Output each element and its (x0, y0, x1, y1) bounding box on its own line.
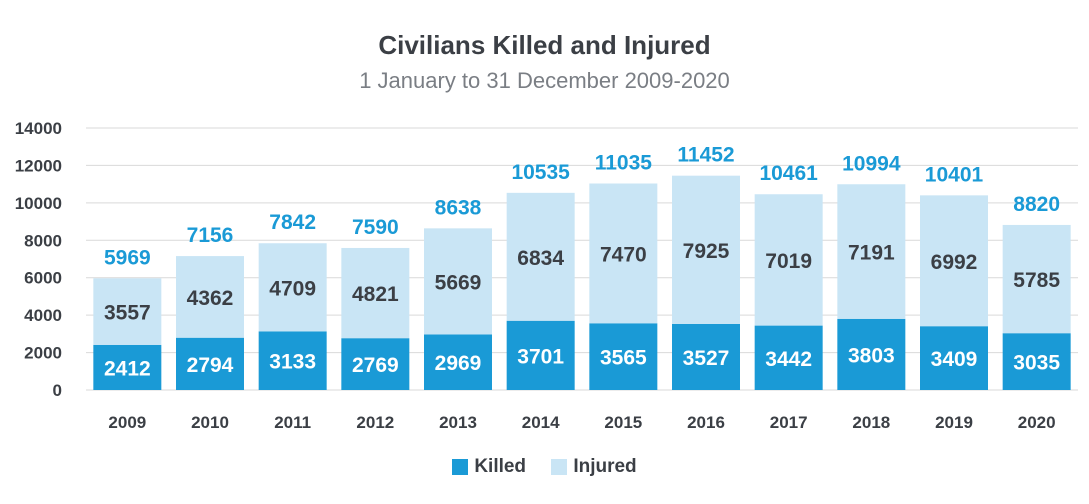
x-tick-label: 2013 (439, 413, 477, 432)
data-label-injured: 4821 (352, 283, 399, 306)
data-label-total: 10401 (925, 163, 984, 186)
data-label-injured: 4709 (269, 277, 316, 300)
data-label-total: 10461 (759, 162, 818, 185)
data-label-killed: 2794 (187, 354, 234, 377)
data-label-injured: 5669 (435, 271, 482, 294)
data-label-injured: 5785 (1013, 269, 1060, 292)
bar-killed-2019 (920, 326, 988, 390)
bar-killed-2010 (176, 337, 244, 390)
bar-injured-2017 (754, 194, 823, 326)
bar-killed-2020 (1002, 333, 1071, 390)
bar-injured-2019 (920, 195, 988, 327)
data-label-total: 11035 (595, 151, 653, 174)
legend-label-injured: Injured (573, 456, 637, 477)
bar-killed-2009 (93, 344, 162, 390)
x-tick-label: 2015 (604, 413, 642, 432)
legend-label-killed: Killed (474, 456, 527, 477)
y-tick-label: 8000 (24, 231, 62, 250)
x-tick-label: 2010 (191, 413, 229, 432)
data-label-total: 8638 (435, 196, 482, 219)
data-label-total: 7156 (187, 224, 234, 247)
legend-swatch-injured (551, 459, 568, 475)
data-label-injured: 7925 (683, 240, 730, 263)
bar-injured-2009 (93, 278, 162, 345)
bar-killed-2011 (258, 331, 327, 390)
bar-killed-2014 (506, 320, 575, 390)
x-tick-label: 2020 (1018, 413, 1056, 432)
chart-subtitle: 1 January to 31 December 2009-2020 (359, 68, 730, 93)
bar-injured-2011 (258, 243, 327, 332)
data-label-killed: 3133 (269, 351, 316, 374)
x-tick-label: 2011 (274, 413, 311, 432)
y-tick-label: 10000 (15, 194, 62, 213)
y-tick-label: 4000 (24, 306, 62, 325)
data-label-total: 10535 (511, 161, 570, 184)
y-tick-label: 12000 (15, 156, 62, 175)
bar-killed-2012 (341, 338, 410, 390)
bar-injured-2020 (1002, 224, 1071, 334)
data-label-injured: 4362 (187, 287, 234, 310)
data-label-total: 5969 (104, 246, 151, 269)
y-tick-label: 6000 (24, 269, 62, 288)
data-label-killed: 3527 (683, 347, 730, 370)
chart-title: Civilians Killed and Injured (378, 30, 711, 60)
data-label-injured: 7191 (848, 242, 895, 265)
legend-item-injured: Injured (551, 456, 637, 478)
data-label-injured: 6834 (517, 247, 564, 270)
y-tick-label: 2000 (24, 344, 62, 363)
data-label-injured: 6992 (931, 251, 978, 274)
data-label-total: 11452 (677, 144, 734, 167)
data-label-killed: 2412 (104, 357, 151, 380)
data-label-killed: 3442 (765, 348, 812, 371)
y-tick-label: 0 (53, 381, 62, 400)
x-tick-label: 2019 (935, 413, 973, 432)
data-label-killed: 3565 (600, 347, 647, 370)
data-label-total: 8820 (1013, 193, 1060, 216)
x-tick-label: 2017 (770, 413, 808, 432)
legend-swatch-killed (452, 459, 469, 475)
data-label-killed: 2769 (352, 354, 399, 377)
data-label-killed: 3701 (517, 345, 564, 368)
bar-killed-2015 (589, 323, 658, 390)
bar-killed-2017 (754, 325, 823, 390)
x-tick-label: 2014 (522, 413, 560, 432)
bar-injured-2015 (589, 183, 658, 324)
bar-injured-2018 (837, 184, 906, 319)
bar-injured-2010 (176, 256, 244, 338)
x-tick-label: 2009 (108, 413, 146, 432)
data-label-killed: 3035 (1013, 352, 1060, 375)
x-tick-label: 2012 (356, 413, 394, 432)
legend: Killed Injured (0, 456, 1089, 481)
data-label-injured: 7470 (600, 243, 647, 266)
data-label-total: 7842 (269, 211, 316, 234)
data-label-killed: 3409 (931, 348, 978, 371)
x-tick-label: 2018 (852, 413, 890, 432)
bar-killed-2013 (424, 334, 492, 390)
legend-item-killed: Killed (452, 456, 526, 478)
data-label-total: 7590 (352, 216, 399, 239)
data-label-total: 10994 (842, 152, 901, 175)
data-label-injured: 3557 (104, 302, 151, 325)
bar-injured-2013 (424, 228, 492, 335)
data-label-killed: 2969 (435, 352, 482, 375)
bar-killed-2016 (672, 323, 740, 390)
data-label-killed: 3803 (848, 344, 895, 367)
x-tick-label: 2016 (687, 413, 725, 432)
bar-injured-2012 (341, 247, 410, 339)
bar-injured-2016 (672, 175, 740, 324)
y-tick-label: 14000 (15, 119, 62, 138)
bar-injured-2014 (506, 192, 575, 321)
data-label-injured: 7019 (765, 250, 812, 273)
bar-killed-2018 (837, 318, 906, 390)
